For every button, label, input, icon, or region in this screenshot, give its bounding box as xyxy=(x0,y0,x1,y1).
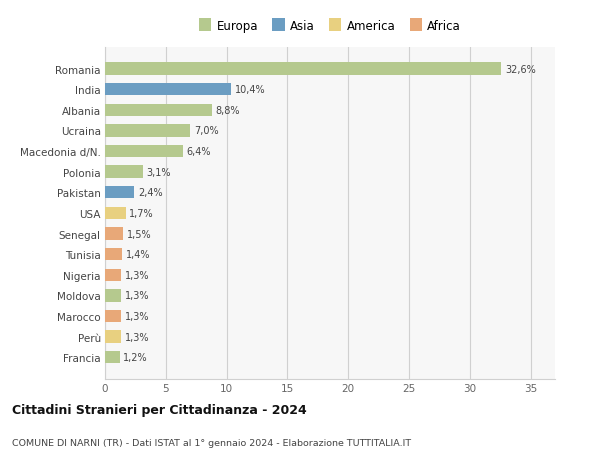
Bar xyxy=(105,187,134,199)
Text: 1,3%: 1,3% xyxy=(124,291,149,301)
Bar xyxy=(105,84,232,96)
Text: 2,4%: 2,4% xyxy=(138,188,163,198)
Legend: Europa, Asia, America, Africa: Europa, Asia, America, Africa xyxy=(197,18,463,36)
Bar xyxy=(105,269,121,281)
Bar xyxy=(105,248,122,261)
Bar xyxy=(105,310,121,323)
Bar xyxy=(105,104,212,117)
Text: 7,0%: 7,0% xyxy=(194,126,218,136)
Text: 1,2%: 1,2% xyxy=(123,353,148,363)
Bar xyxy=(105,63,502,76)
Text: 1,3%: 1,3% xyxy=(124,270,149,280)
Text: COMUNE DI NARNI (TR) - Dati ISTAT al 1° gennaio 2024 - Elaborazione TUTTITALIA.I: COMUNE DI NARNI (TR) - Dati ISTAT al 1° … xyxy=(12,438,411,447)
Text: 1,7%: 1,7% xyxy=(130,208,154,218)
Text: 1,5%: 1,5% xyxy=(127,229,152,239)
Text: 6,4%: 6,4% xyxy=(187,147,211,157)
Text: 3,1%: 3,1% xyxy=(146,167,171,177)
Bar xyxy=(105,166,143,179)
Bar xyxy=(105,125,190,137)
Text: 1,3%: 1,3% xyxy=(124,311,149,321)
Text: 1,3%: 1,3% xyxy=(124,332,149,342)
Bar xyxy=(105,331,121,343)
Bar xyxy=(105,351,119,364)
Bar xyxy=(105,228,123,240)
Text: 8,8%: 8,8% xyxy=(215,106,240,116)
Text: 1,4%: 1,4% xyxy=(125,250,150,260)
Text: 32,6%: 32,6% xyxy=(505,64,536,74)
Text: Cittadini Stranieri per Cittadinanza - 2024: Cittadini Stranieri per Cittadinanza - 2… xyxy=(12,403,307,416)
Bar xyxy=(105,146,183,158)
Bar xyxy=(105,290,121,302)
Bar xyxy=(105,207,125,219)
Text: 10,4%: 10,4% xyxy=(235,85,266,95)
